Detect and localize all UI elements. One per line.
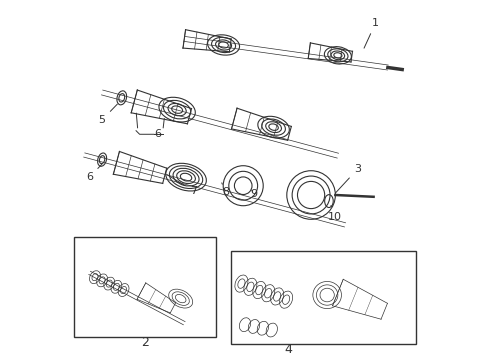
Text: 9: 9 [250,189,257,199]
Text: 5: 5 [98,104,117,125]
Bar [231,251,416,344]
Text: 4: 4 [284,343,292,356]
Text: 2: 2 [141,336,149,349]
Text: 8: 8 [222,183,229,197]
Bar [74,237,217,337]
Text: 10: 10 [328,206,342,222]
Text: 6: 6 [86,164,102,182]
Text: 1: 1 [364,18,379,48]
Text: 6: 6 [154,129,161,139]
Text: 7: 7 [167,175,197,195]
Text: 3: 3 [336,164,361,193]
